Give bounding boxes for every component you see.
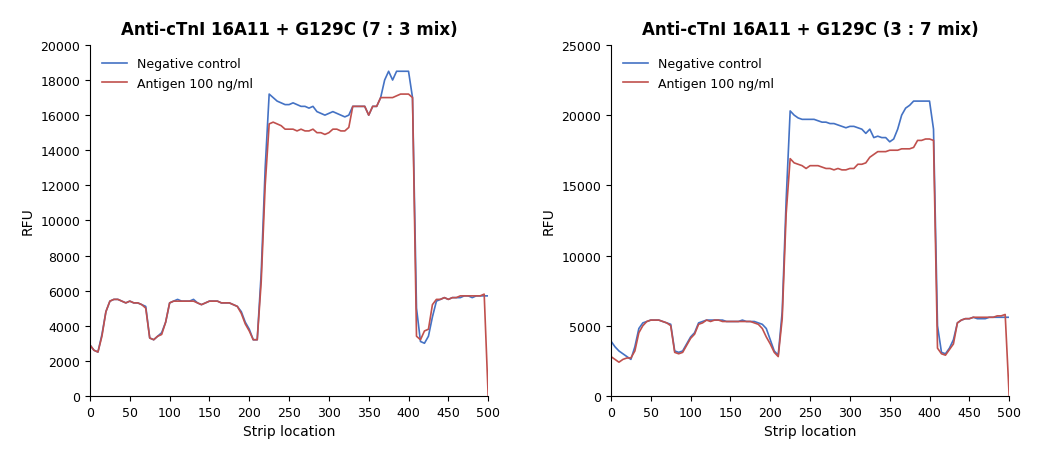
Antigen 100 ng/ml <box>394 92 406 98</box>
Antigen 100 ng/ml <box>83 342 96 348</box>
Antigen 100 ng/ml <box>884 148 896 154</box>
Negative control <box>888 137 900 142</box>
Antigen 100 ng/ml <box>267 120 279 126</box>
Y-axis label: RFU: RFU <box>21 207 34 235</box>
Antigen 100 ng/ml <box>704 319 717 325</box>
Antigen 100 ng/ml <box>632 330 645 336</box>
Line: Antigen 100 ng/ml: Antigen 100 ng/ml <box>90 95 488 396</box>
Negative control <box>604 339 617 344</box>
Negative control <box>367 104 379 110</box>
Negative control <box>188 297 200 302</box>
Antigen 100 ng/ml <box>919 137 932 142</box>
Antigen 100 ng/ml <box>323 131 336 136</box>
Negative control <box>792 116 804 122</box>
Negative control <box>326 110 339 115</box>
Antigen 100 ng/ml <box>604 354 617 359</box>
Antigen 100 ng/ml <box>844 166 857 172</box>
Title: Anti-cTnI 16A11 + G129C (7 : 3 mix): Anti-cTnI 16A11 + G129C (7 : 3 mix) <box>121 21 457 39</box>
Antigen 100 ng/ml <box>183 299 196 304</box>
Antigen 100 ng/ml <box>903 147 916 152</box>
Title: Anti-cTnI 16A11 + G129C (3 : 7 mix): Anti-cTnI 16A11 + G129C (3 : 7 mix) <box>642 21 978 39</box>
Antigen 100 ng/ml <box>111 297 124 302</box>
Y-axis label: RFU: RFU <box>542 207 555 235</box>
Line: Antigen 100 ng/ml: Antigen 100 ng/ml <box>611 140 1009 396</box>
Antigen 100 ng/ml <box>788 161 800 166</box>
Negative control <box>637 320 649 326</box>
Negative control <box>271 99 283 105</box>
X-axis label: Strip location: Strip location <box>764 424 857 438</box>
Negative control <box>92 349 104 355</box>
Negative control <box>481 293 494 299</box>
Negative control <box>1002 315 1015 320</box>
Negative control <box>908 99 920 105</box>
Antigen 100 ng/ml <box>481 393 494 399</box>
Negative control <box>83 342 96 348</box>
Antigen 100 ng/ml <box>1002 393 1015 399</box>
Negative control <box>912 99 924 105</box>
Negative control <box>847 124 860 130</box>
Legend: Negative control, Antigen 100 ng/ml: Negative control, Antigen 100 ng/ml <box>617 52 780 97</box>
X-axis label: Strip location: Strip location <box>243 424 336 438</box>
Negative control <box>391 69 403 75</box>
Negative control <box>624 357 637 362</box>
Line: Negative control: Negative control <box>611 102 1009 359</box>
Negative control <box>116 299 128 304</box>
Antigen 100 ng/ml <box>363 113 375 118</box>
Line: Negative control: Negative control <box>90 72 488 352</box>
Antigen 100 ng/ml <box>382 95 395 101</box>
Negative control <box>382 69 395 75</box>
Negative control <box>709 318 721 323</box>
Legend: Negative control, Antigen 100 ng/ml: Negative control, Antigen 100 ng/ml <box>96 52 259 97</box>
